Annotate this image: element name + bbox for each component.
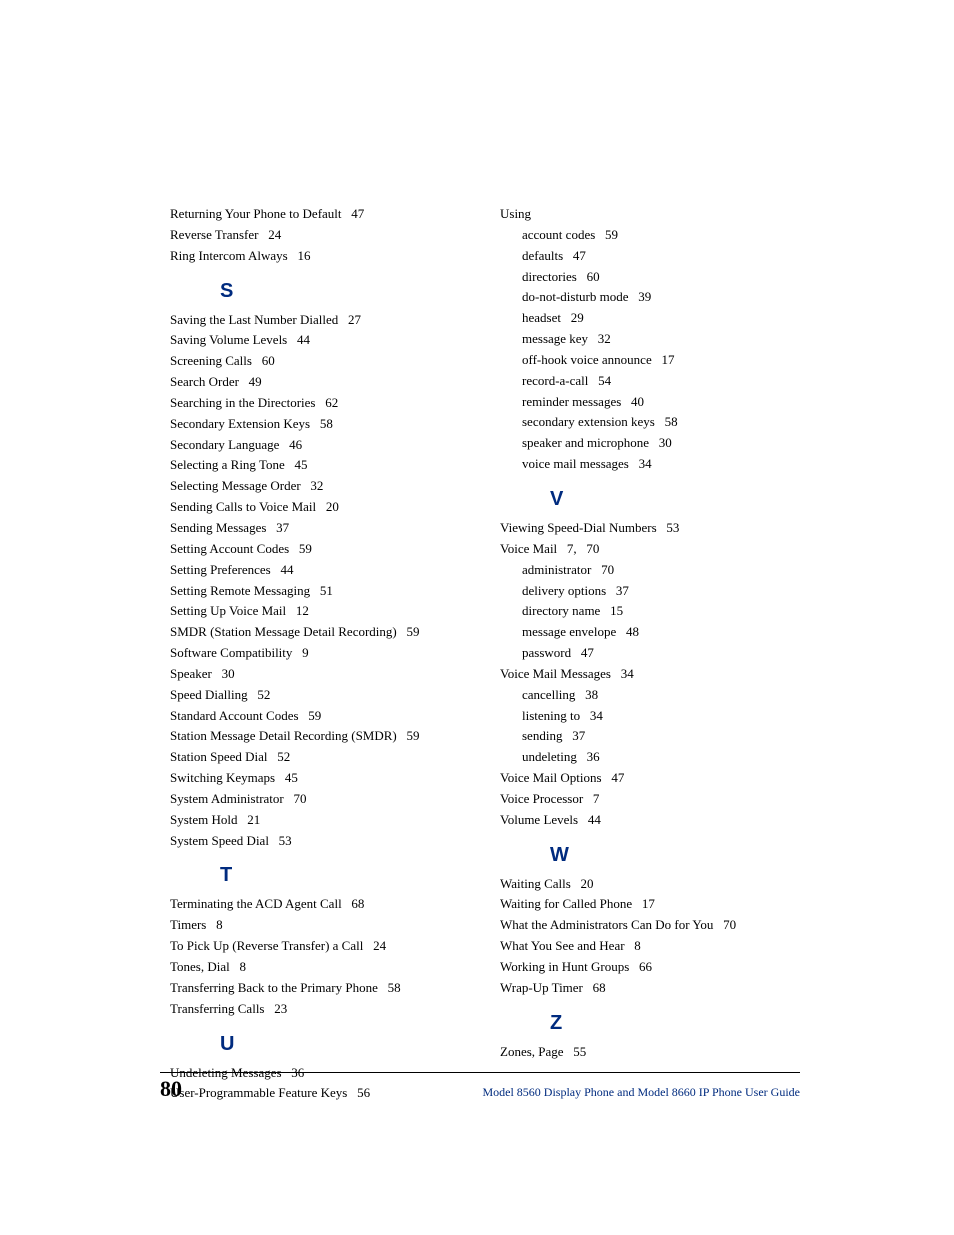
index-entry: Saving the Last Number Dialled 27 [170, 311, 470, 330]
index-subentry: cancelling 38 [500, 686, 800, 705]
index-entry: Screening Calls 60 [170, 352, 470, 371]
index-entry: Tones, Dial 8 [170, 958, 470, 977]
index-entry: Sending Calls to Voice Mail 20 [170, 498, 470, 517]
index-subentry: directories 60 [500, 268, 800, 287]
index-entry: Voice Mail Options 47 [500, 769, 800, 788]
index-entry: Waiting Calls 20 [500, 875, 800, 894]
index-subentry: sending 37 [500, 727, 800, 746]
index-entry: To Pick Up (Reverse Transfer) a Call 24 [170, 937, 470, 956]
index-entry: Using [500, 205, 800, 224]
index-entry: Selecting Message Order 32 [170, 477, 470, 496]
footer-title: Model 8560 Display Phone and Model 8660 … [482, 1085, 800, 1100]
index-entry: Speaker 30 [170, 665, 470, 684]
index-letter-z: Z [550, 1012, 800, 1035]
index-entry: Standard Account Codes 59 [170, 707, 470, 726]
index-entry: Viewing Speed-Dial Numbers 53 [500, 519, 800, 538]
index-entry: Reverse Transfer 24 [170, 226, 470, 245]
index-entry: System Administrator 70 [170, 790, 470, 809]
page-number: 80 [160, 1076, 182, 1102]
index-entry: Selecting a Ring Tone 45 [170, 456, 470, 475]
index-subentry: headset 29 [500, 309, 800, 328]
index-subentry: off-hook voice announce 17 [500, 351, 800, 370]
index-entry: What the Administrators Can Do for You 7… [500, 916, 800, 935]
index-entry: Ring Intercom Always 16 [170, 247, 470, 266]
index-entry: What You See and Hear 8 [500, 937, 800, 956]
index-entry: Setting Remote Messaging 51 [170, 582, 470, 601]
index-entry: Saving Volume Levels 44 [170, 331, 470, 350]
index-subentry: reminder messages 40 [500, 393, 800, 412]
index-subentry: delivery options 37 [500, 582, 800, 601]
index-subentry: speaker and microphone 30 [500, 434, 800, 453]
right-column: Using account codes 59 defaults 47 director… [500, 205, 800, 1105]
index-letter-v: V [550, 488, 800, 511]
index-letter-s: S [220, 280, 470, 303]
index-entry: Working in Hunt Groups 66 [500, 958, 800, 977]
index-subentry: listening to 34 [500, 707, 800, 726]
left-column: Returning Your Phone to Default 47 Revers… [170, 205, 470, 1105]
index-entry: Setting Up Voice Mail 12 [170, 602, 470, 621]
index-subentry: voice mail messages 34 [500, 455, 800, 474]
index-letter-u: U [220, 1033, 470, 1056]
index-entry: System Speed Dial 53 [170, 832, 470, 851]
index-entry: Station Message Detail Recording (SMDR) … [170, 727, 470, 746]
index-entry: Transferring Back to the Primary Phone 5… [170, 979, 470, 998]
index-entry: Searching in the Directories 62 [170, 394, 470, 413]
index-entry: Secondary Extension Keys 58 [170, 415, 470, 434]
index-entry: Setting Account Codes 59 [170, 540, 470, 559]
index-subentry: do-not-disturb mode 39 [500, 288, 800, 307]
index-entry: Voice Mail Messages 34 [500, 665, 800, 684]
index-subentry: administrator 70 [500, 561, 800, 580]
index-page: Returning Your Phone to Default 47 Revers… [170, 205, 800, 1105]
index-subentry: directory name 15 [500, 602, 800, 621]
index-entry: Switching Keymaps 45 [170, 769, 470, 788]
index-entry: Secondary Language 46 [170, 436, 470, 455]
index-entry: Station Speed Dial 52 [170, 748, 470, 767]
index-letter-w: W [550, 844, 800, 867]
index-entry: Transferring Calls 23 [170, 1000, 470, 1019]
index-entry: Search Order 49 [170, 373, 470, 392]
index-entry: Setting Preferences 44 [170, 561, 470, 580]
index-subentry: message key 32 [500, 330, 800, 349]
index-entry: Speed Dialling 52 [170, 686, 470, 705]
index-entry: Waiting for Called Phone 17 [500, 895, 800, 914]
index-entry: Voice Mail 7, 70 [500, 540, 800, 559]
index-subentry: password 47 [500, 644, 800, 663]
index-entry: SMDR (Station Message Detail Recording) … [170, 623, 470, 642]
index-entry: Timers 8 [170, 916, 470, 935]
page-footer: 80 Model 8560 Display Phone and Model 86… [160, 1072, 800, 1102]
index-entry: Zones, Page 55 [500, 1043, 800, 1062]
index-subentry: record-a-call 54 [500, 372, 800, 391]
index-letter-t: T [220, 864, 470, 887]
index-entry: Terminating the ACD Agent Call 68 [170, 895, 470, 914]
index-entry: Voice Processor 7 [500, 790, 800, 809]
index-subentry: defaults 47 [500, 247, 800, 266]
index-subentry: secondary extension keys 58 [500, 413, 800, 432]
index-entry: Wrap-Up Timer 68 [500, 979, 800, 998]
index-entry: Software Compatibility 9 [170, 644, 470, 663]
index-subentry: account codes 59 [500, 226, 800, 245]
index-subentry: undeleting 36 [500, 748, 800, 767]
index-entry: Returning Your Phone to Default 47 [170, 205, 470, 224]
index-entry: Volume Levels 44 [500, 811, 800, 830]
index-subentry: message envelope 48 [500, 623, 800, 642]
index-entry: System Hold 21 [170, 811, 470, 830]
index-entry: Sending Messages 37 [170, 519, 470, 538]
